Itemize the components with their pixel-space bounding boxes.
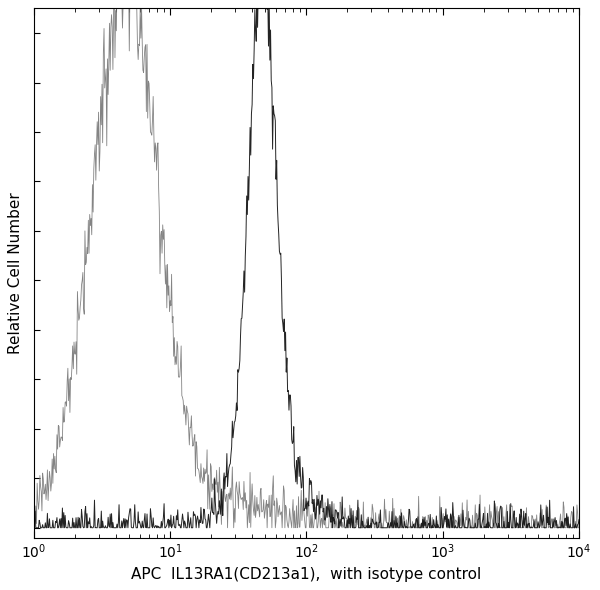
X-axis label: APC  IL13RA1(CD213a1),  with isotype control: APC IL13RA1(CD213a1), with isotype contr…	[131, 566, 481, 582]
Y-axis label: Relative Cell Number: Relative Cell Number	[8, 192, 23, 354]
